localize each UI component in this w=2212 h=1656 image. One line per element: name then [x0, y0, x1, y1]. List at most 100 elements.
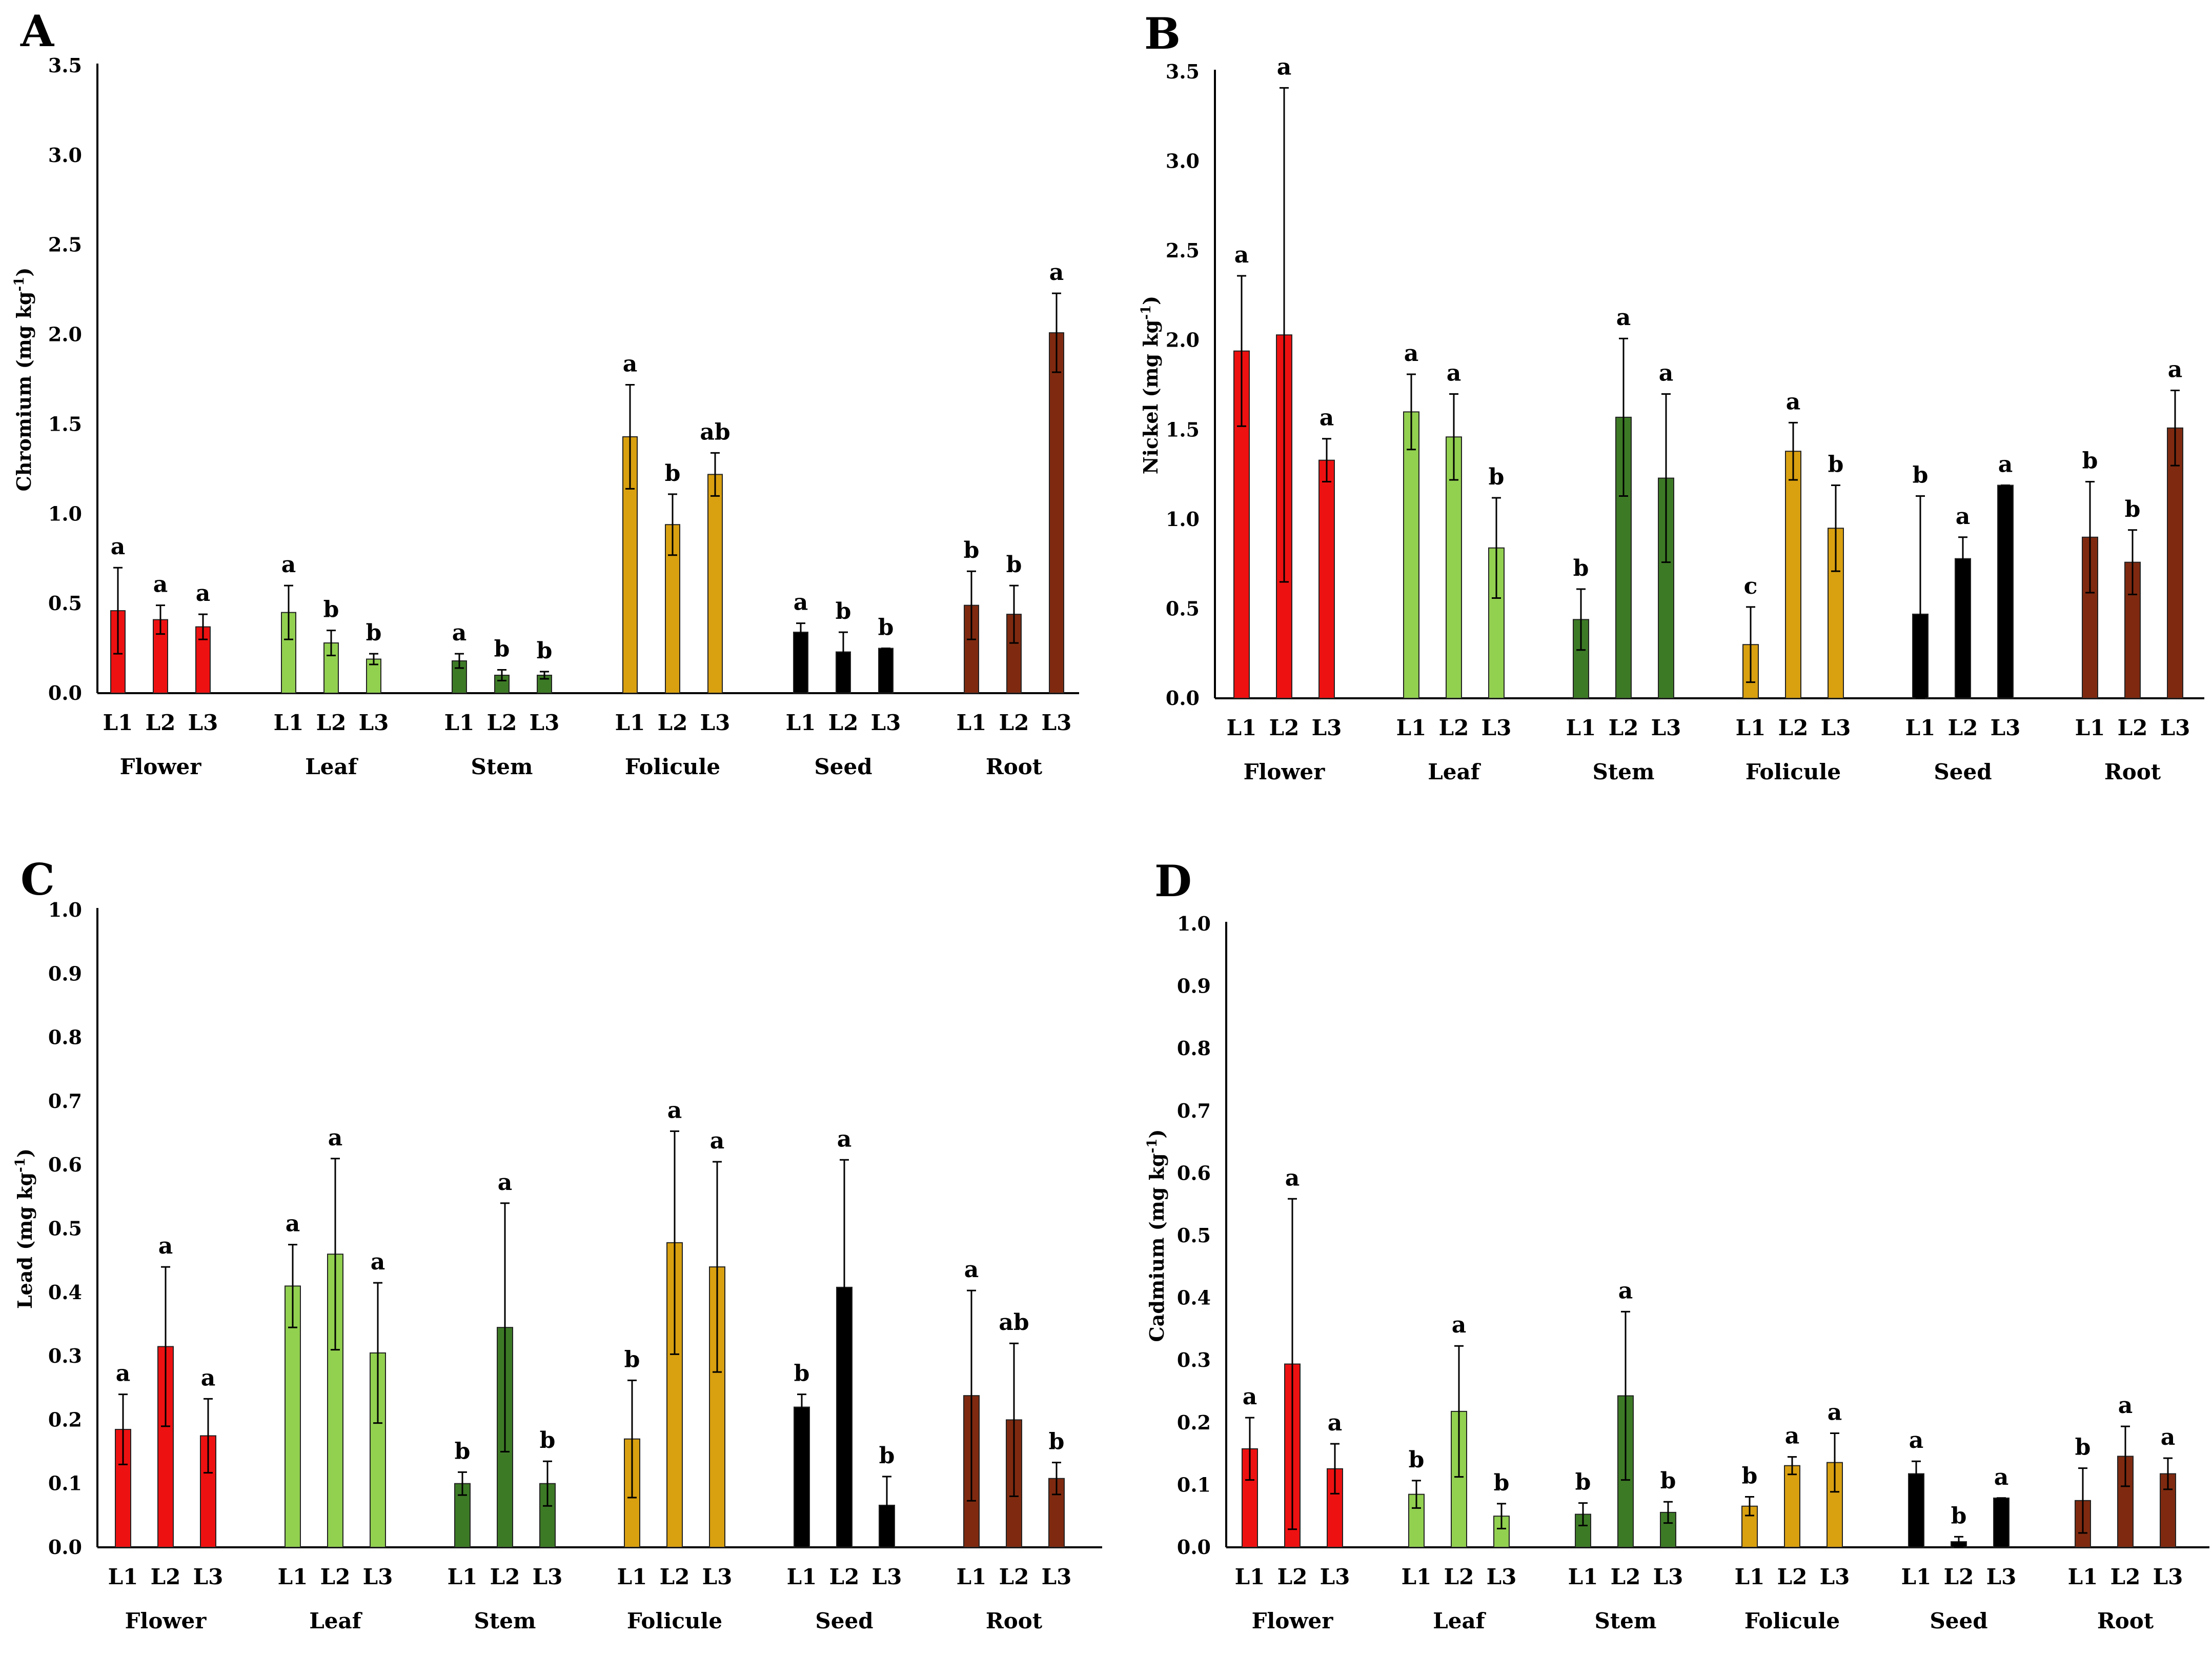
- x-category-label: L2: [320, 1564, 351, 1589]
- x-category-label: L1: [787, 1564, 817, 1589]
- significance-letter: b: [1660, 1468, 1676, 1494]
- bar-seed-l3: [1997, 484, 2014, 699]
- y-tick-label: 2.0: [48, 323, 82, 346]
- y-tick-label: 0.1: [48, 1472, 82, 1495]
- significance-letter: a: [794, 590, 808, 616]
- x-category-label: L2: [2118, 715, 2148, 740]
- x-category-label: L2: [146, 710, 176, 735]
- significance-letter: a: [1452, 1312, 1467, 1338]
- y-tick-label: 1.0: [48, 502, 82, 525]
- x-category-label: L1: [1568, 1564, 1598, 1589]
- x-category-label: L1: [957, 710, 987, 735]
- significance-letter: a: [498, 1169, 513, 1196]
- significance-letter: a: [1994, 1464, 2009, 1490]
- significance-letter: a: [371, 1249, 385, 1275]
- y-tick-label: 0.0: [1166, 686, 1200, 710]
- significance-letter: a: [1998, 452, 2013, 478]
- x-group-label: Seed: [1930, 1608, 1987, 1633]
- significance-letter: a: [153, 572, 168, 598]
- significance-letter: a: [1328, 1410, 1343, 1436]
- y-tick-label: 0.5: [48, 1217, 82, 1240]
- bar-root-l3: [1049, 332, 1064, 694]
- y-tick-label: 1.0: [48, 898, 82, 921]
- x-group-label: Folicule: [625, 754, 720, 779]
- x-category-label: L1: [1402, 1564, 1432, 1589]
- x-category-label: L2: [658, 710, 688, 735]
- y-tick-label: 1.0: [1177, 912, 1211, 935]
- significance-letter: ab: [700, 419, 730, 445]
- x-category-label: L3: [1042, 710, 1072, 735]
- significance-letter: b: [1575, 1469, 1591, 1496]
- significance-letter: b: [1742, 1463, 1758, 1489]
- significance-letter: a: [710, 1128, 725, 1154]
- significance-letter: a: [1234, 242, 1249, 268]
- significance-letter: c: [1744, 573, 1758, 599]
- x-category-label: L1: [2068, 1564, 2098, 1589]
- significance-letter: a: [1320, 405, 1334, 431]
- y-tick-label: 0.1: [1177, 1473, 1211, 1496]
- x-category-label: L2: [151, 1564, 181, 1589]
- x-category-label: L2: [999, 1564, 1029, 1589]
- y-tick-label: 0.7: [48, 1089, 82, 1113]
- significance-letter: b: [1489, 464, 1505, 490]
- significance-letter: b: [624, 1346, 640, 1372]
- y-tick-label: 2.5: [1166, 239, 1200, 262]
- bar-root-l2: [2117, 1456, 2134, 1548]
- significance-letter: a: [111, 534, 126, 560]
- significance-letter: a: [452, 620, 467, 646]
- y-tick-label: 3.5: [1166, 60, 1200, 83]
- bar-leaf-l1: [1403, 411, 1419, 699]
- panel-a: A 0.0 0.5 1.0 1.5 2.0 2.5 3.0 3.5 Chromium (mg kg…: [12, 6, 1079, 779]
- x-category-label: L3: [533, 1564, 563, 1589]
- x-category-label: L3: [1482, 715, 1512, 740]
- panel-letter-c: C: [21, 854, 55, 905]
- significance-letter: a: [1828, 1399, 1842, 1425]
- y-axis-label-close: ): [13, 1148, 36, 1158]
- significance-letter: b: [879, 1443, 895, 1469]
- x-category-label: L1: [957, 1564, 987, 1589]
- x-category-label: L2: [828, 710, 859, 735]
- x-category-label: L1: [103, 710, 133, 735]
- x-group-label: Seed: [815, 1608, 873, 1633]
- x-category-label: L3: [1991, 715, 2021, 740]
- x-category-label: L1: [1905, 715, 1936, 740]
- x-category-label: L2: [1439, 715, 1469, 740]
- significance-letter: a: [837, 1126, 852, 1152]
- significance-letter: b: [366, 620, 382, 646]
- x-category-label: L1: [1735, 1564, 1765, 1589]
- x-category-label: L2: [1609, 715, 1639, 740]
- y-axis-label-main: Nickel (mg kg: [1139, 320, 1162, 474]
- x-group-label: Folicule: [1744, 1608, 1840, 1633]
- y-tick-label: 0.0: [48, 1536, 82, 1559]
- x-category-label: L1: [2075, 715, 2105, 740]
- significance-letter: a: [1049, 259, 1064, 286]
- significance-letter: a: [1277, 54, 1292, 80]
- significance-letter: b: [1828, 452, 1844, 478]
- x-category-label: L3: [188, 710, 218, 735]
- x-category-label: L3: [1487, 1564, 1517, 1589]
- x-group-label: Leaf: [305, 754, 358, 779]
- significance-letter: a: [201, 1365, 216, 1391]
- significance-letter: b: [1951, 1503, 1967, 1529]
- x-group-label: Root: [986, 1608, 1043, 1633]
- significance-letter: ab: [999, 1309, 1029, 1336]
- y-tick-label: 1.0: [1166, 508, 1200, 531]
- x-category-label: L1: [1396, 715, 1427, 740]
- x-category-label: L3: [700, 710, 730, 735]
- significance-letter: b: [1006, 552, 1022, 578]
- x-category-label: L2: [2110, 1564, 2141, 1589]
- y-tick-label: 0.3: [48, 1344, 82, 1367]
- y-tick-label: 0.2: [48, 1408, 82, 1431]
- panel-b: B 0.0 0.5 1.0 1.5 2.0 2.5 3.0 3.5 Nickel (mg kg-1…: [1139, 8, 2204, 784]
- bar-folicule-l2: [1785, 451, 1801, 699]
- significance-letter: a: [196, 580, 211, 607]
- x-group-label: Leaf: [1428, 759, 1481, 784]
- y-tick-label: 0.6: [48, 1153, 82, 1176]
- bar-flower-l1: [115, 1429, 131, 1548]
- bar-seed-l2: [1955, 558, 1971, 699]
- x-group-label: Folicule: [1746, 759, 1841, 784]
- significance-letter: a: [1243, 1384, 1257, 1410]
- x-category-label: L3: [1320, 1564, 1350, 1589]
- y-tick-label: 0.2: [1177, 1411, 1211, 1434]
- significance-letter: b: [794, 1361, 810, 1387]
